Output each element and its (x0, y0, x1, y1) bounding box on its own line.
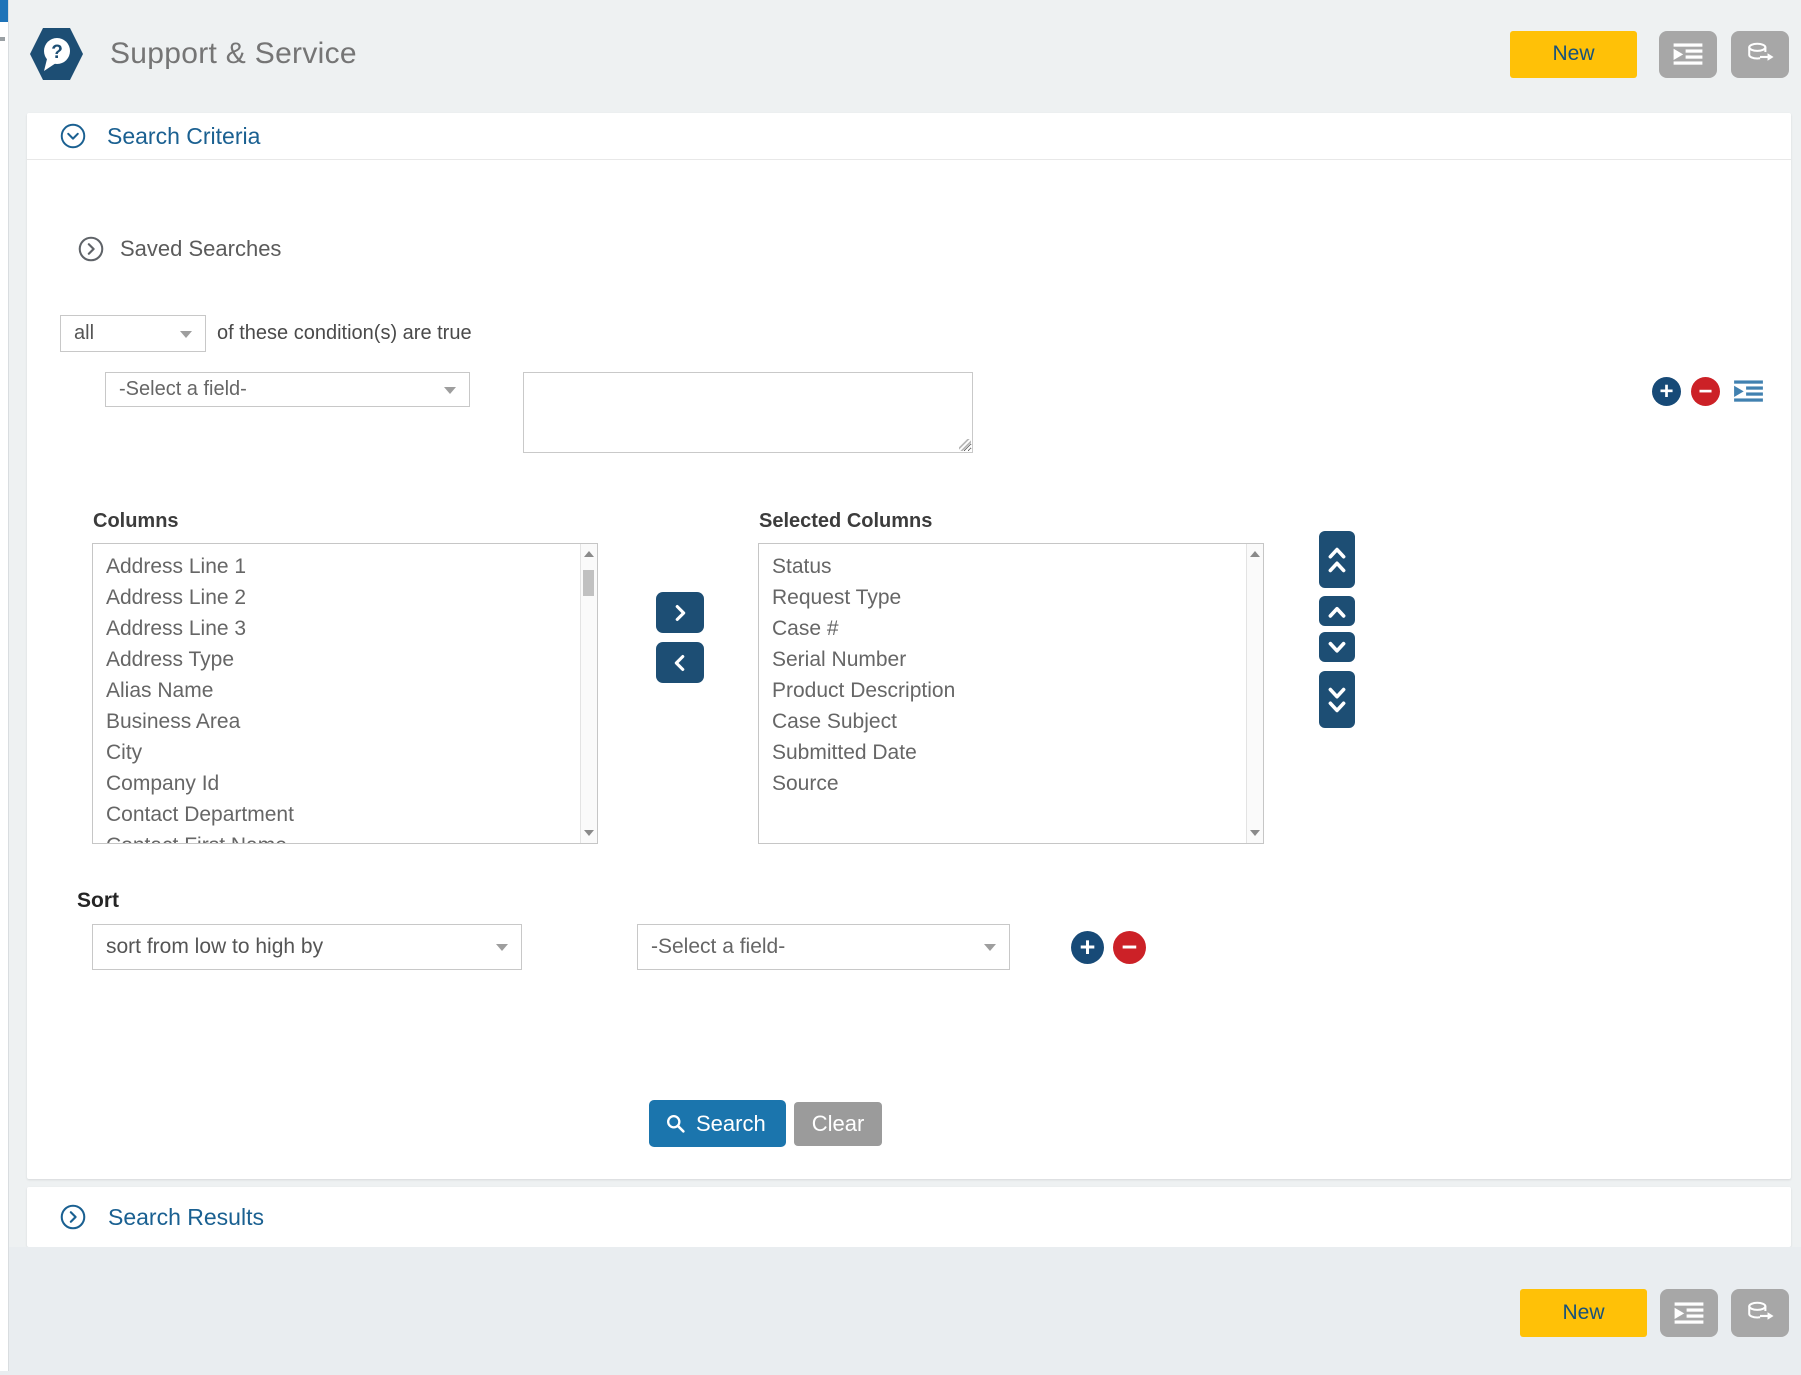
search-criteria-title: Search Criteria (107, 122, 261, 149)
add-condition-group-button[interactable] (1730, 377, 1763, 406)
new-button-footer[interactable]: New (1520, 1289, 1647, 1337)
scroll-down-arrow-icon[interactable] (1247, 825, 1263, 841)
sort-direction-value: sort from low to high by (106, 935, 324, 958)
queue-list-button-footer[interactable] (1660, 1289, 1718, 1337)
move-to-top-button[interactable] (1319, 531, 1355, 588)
available-columns-listbox: Address Line 1 Address Line 2 Address Line… (92, 543, 598, 844)
list-item[interactable]: Request Type (772, 586, 902, 609)
page-scrollbar (0, 0, 9, 1371)
add-condition-button[interactable]: + (1652, 377, 1681, 406)
queue-list-button[interactable] (1659, 30, 1717, 78)
search-results-title: Search Results (108, 1203, 264, 1230)
collapse-chevron-down-icon (60, 123, 86, 149)
page-scrollbar-thumb[interactable] (0, 0, 8, 22)
list-item[interactable]: Status (772, 555, 832, 578)
saved-searches-toggle[interactable]: Saved Searches (78, 236, 1791, 262)
playlist-indent-icon (1674, 1302, 1704, 1324)
sort-field-select[interactable]: -Select a field- (637, 924, 1010, 970)
app-header: ? Support & Service New (27, 0, 1791, 85)
chevron-right-icon (675, 604, 686, 621)
condition-field-value: -Select a field- (119, 378, 247, 400)
chevron-left-icon (674, 654, 685, 671)
list-item[interactable]: City (106, 741, 143, 764)
database-export-icon (1748, 1301, 1774, 1320)
footer-bar: New (0, 1247, 1801, 1375)
list-item[interactable]: Case Subject (772, 710, 897, 733)
list-item[interactable]: Address Line 1 (106, 555, 247, 578)
clear-button[interactable]: Clear (793, 1101, 883, 1146)
sort-field-value: -Select a field- (651, 935, 786, 958)
available-columns-scrollbar[interactable] (580, 544, 597, 843)
match-suffix-label: of these condition(s) are true (217, 322, 472, 344)
new-button[interactable]: New (1510, 30, 1637, 78)
list-item[interactable]: Alias Name (106, 679, 214, 702)
search-button[interactable]: Search (649, 1100, 786, 1147)
list-item[interactable]: Business Area (106, 710, 241, 733)
list-item[interactable]: Address Line 3 (106, 617, 247, 640)
list-item[interactable]: Contact Department (106, 803, 294, 826)
search-criteria-header[interactable]: Search Criteria (27, 113, 1791, 160)
list-item[interactable]: Submitted Date (772, 741, 917, 764)
list-item[interactable]: Case # (772, 617, 839, 640)
add-group-indent-icon (1734, 380, 1763, 402)
playlist-indent-icon (1673, 43, 1703, 65)
selected-columns-scrollbar[interactable] (1246, 544, 1263, 843)
chevron-down-icon (1328, 641, 1346, 653)
expand-chevron-right-icon (60, 1204, 86, 1230)
svg-text:?: ? (51, 42, 63, 63)
list-item[interactable]: Source (772, 772, 839, 795)
add-sort-button[interactable]: + (1071, 930, 1104, 964)
double-chevron-down-icon (1328, 687, 1346, 712)
chevron-up-icon (1328, 606, 1346, 618)
available-columns-label: Columns (93, 510, 179, 532)
selected-columns-listbox: Status Request Type Case # Serial Number Pro… (758, 543, 1264, 844)
search-results-header[interactable]: Search Results (27, 1187, 1791, 1247)
list-item[interactable]: Contact First Name (106, 830, 580, 843)
move-right-button[interactable] (656, 592, 704, 633)
sort-label: Sort (77, 889, 119, 912)
list-item[interactable]: Product Description (772, 679, 956, 702)
support-service-logo-icon: ? (30, 28, 83, 80)
move-down-button[interactable] (1319, 632, 1355, 662)
expand-chevron-right-icon (78, 236, 104, 262)
move-left-button[interactable] (656, 642, 704, 683)
condition-field-select[interactable]: -Select a field- (105, 372, 470, 407)
match-mode-value: all (74, 322, 95, 344)
scroll-up-arrow-icon[interactable] (1247, 546, 1263, 562)
page-title: Support & Service (110, 37, 357, 70)
search-button-label: Search (696, 1110, 766, 1136)
list-item[interactable]: Address Type (106, 648, 235, 671)
condition-value-textarea[interactable] (523, 372, 973, 453)
move-to-bottom-button[interactable] (1319, 671, 1355, 728)
remove-condition-button[interactable]: − (1691, 377, 1720, 406)
selected-columns-label: Selected Columns (759, 510, 933, 532)
search-criteria-card: Search Criteria Saved Searches all of th… (27, 113, 1791, 1179)
export-data-button[interactable] (1731, 30, 1789, 78)
remove-sort-button[interactable]: − (1113, 930, 1146, 964)
list-item[interactable]: Company Id (106, 772, 220, 795)
export-data-button-footer[interactable] (1731, 1289, 1789, 1337)
clear-button-label: Clear (811, 1110, 865, 1136)
list-item[interactable]: Address Line 2 (106, 586, 247, 609)
scroll-up-arrow-icon[interactable] (581, 546, 597, 562)
list-item[interactable]: Serial Number (772, 648, 907, 671)
scroll-down-arrow-icon[interactable] (581, 825, 597, 841)
page-scrollbar-mark (0, 37, 5, 41)
scrollbar-thumb[interactable] (583, 570, 594, 596)
database-export-icon (1748, 42, 1774, 61)
match-mode-select[interactable]: all (60, 315, 206, 352)
search-icon (667, 1115, 685, 1133)
sort-direction-select[interactable]: sort from low to high by (92, 924, 522, 970)
move-up-button[interactable] (1319, 596, 1355, 626)
saved-searches-label: Saved Searches (120, 236, 282, 261)
double-chevron-up-icon (1328, 547, 1346, 572)
